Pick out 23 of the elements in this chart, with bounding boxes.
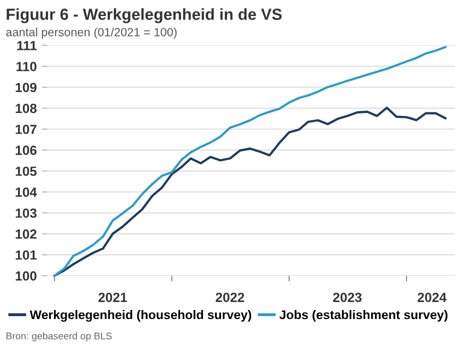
y-tick-label: 103 (16, 208, 37, 218)
line-series (53, 46, 447, 277)
x-tick-label: 2022 (216, 292, 244, 302)
y-tick-label: 101 (16, 250, 37, 260)
y-tick-label: 110 (16, 62, 36, 72)
y-tick-label: 104 (16, 188, 37, 197)
text: Bron: gebaseerd op BLS (6, 332, 112, 342)
legend-label: Werkgelegenheid (household survey) (30, 310, 252, 322)
x-tick-label: 2023 (333, 292, 362, 302)
y-tick-label: 108 (16, 104, 37, 114)
x-tick-label: 2021 (98, 292, 127, 302)
chart-subtitle: aantal personen (01/2021 = 100) (6, 28, 177, 39)
y-tick-label: 109 (16, 82, 36, 92)
chart-title: Figuur 6 - Werkgelegenheid in de VS (6, 8, 282, 24)
legend-label: Jobs (establishment survey) (279, 310, 448, 322)
y-tick-label: 111 (17, 41, 37, 50)
y-tick-label: 105 (16, 166, 37, 176)
y-tick-label: 107 (16, 124, 36, 134)
line-series (53, 106, 447, 277)
x-tick-label: 2024 (418, 292, 446, 302)
y-tick-label: 106 (16, 146, 37, 155)
y-tick-label: 102 (16, 229, 36, 239)
y-tick-label: 100 (16, 271, 36, 281)
